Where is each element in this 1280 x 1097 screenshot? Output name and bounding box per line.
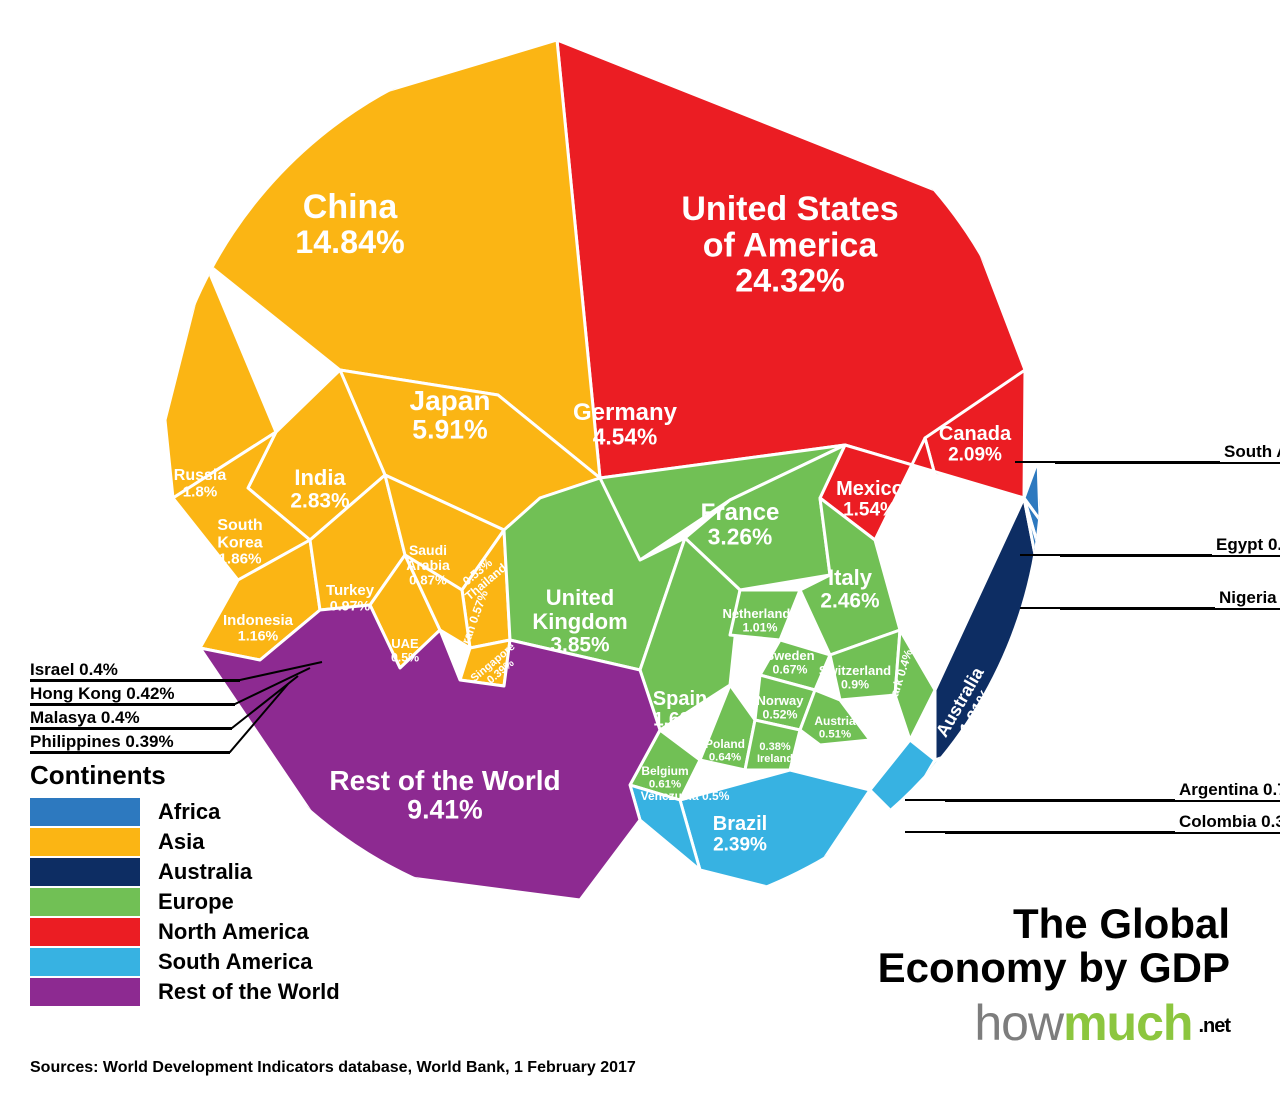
leader-left-label-3: Philippines 0.39% bbox=[30, 732, 174, 752]
cell-label-sweden: Sweden0.67% bbox=[765, 648, 814, 676]
legend-swatch-rest bbox=[30, 978, 140, 1006]
legend-label-australia: Australia bbox=[158, 859, 252, 885]
cell-label-china: China14.84% bbox=[295, 188, 405, 260]
leader-left-label-2: Malasya 0.4% bbox=[30, 708, 140, 728]
legend-row-south_america: South America bbox=[30, 947, 340, 977]
leader-left-label-0: Israel 0.4% bbox=[30, 660, 118, 680]
svg-text:SouthKorea1.86%: SouthKorea1.86% bbox=[217, 517, 262, 568]
cell-label-saudi: SaudiArabia0.87% bbox=[406, 542, 450, 587]
cell-label-poland: Poland0.64% bbox=[705, 737, 745, 763]
cell-label-uae: UAE0.5% bbox=[391, 636, 419, 664]
cell-label-brazil: Brazil2.39% bbox=[713, 813, 767, 856]
svg-text:Japan5.91%: Japan5.91% bbox=[410, 385, 491, 445]
leader-label-safrica: South Africa 0.42% bbox=[1224, 442, 1280, 462]
legend-row-australia: Australia bbox=[30, 857, 340, 887]
svg-text:Turkey0.97%: Turkey0.97% bbox=[326, 582, 375, 614]
cell-label-italy: Italy2.46% bbox=[820, 565, 880, 613]
legend-label-europe: Europe bbox=[158, 889, 234, 915]
cell-label-ireland: 0.38%Ireland bbox=[757, 741, 793, 765]
title-line-1: The Global bbox=[878, 902, 1230, 946]
title-block: The Global Economy by GDP howmuch.net bbox=[878, 902, 1230, 1052]
legend-swatch-europe bbox=[30, 888, 140, 916]
leader-label-egypt: Egypt 0.45% bbox=[1216, 535, 1280, 555]
svg-text:India2.83%: India2.83% bbox=[290, 465, 350, 513]
svg-text:UAE0.5%: UAE0.5% bbox=[391, 636, 419, 664]
svg-text:Venezuela 0.5%: Venezuela 0.5% bbox=[641, 789, 730, 803]
legend-title: Continents bbox=[30, 760, 340, 791]
cell-label-france: France3.26% bbox=[701, 499, 780, 550]
svg-text:Spain1.62%: Spain1.62% bbox=[653, 688, 707, 731]
leader-left-label-1: Hong Kong 0.42% bbox=[30, 684, 175, 704]
legend-row-europe: Europe bbox=[30, 887, 340, 917]
cell-label-austria: Austria0.51% bbox=[814, 714, 856, 740]
legend-row-asia: Asia bbox=[30, 827, 340, 857]
legend-swatch-south_america bbox=[30, 948, 140, 976]
cell-label-japan: Japan5.91% bbox=[410, 385, 491, 445]
cell-label-india: India2.83% bbox=[290, 465, 350, 513]
svg-text:0.38%Ireland: 0.38%Ireland bbox=[757, 741, 793, 765]
svg-text:Canada2.09%: Canada2.09% bbox=[939, 423, 1012, 466]
leader-label-colombia: Colombia 0.39% bbox=[1179, 812, 1280, 832]
svg-text:Poland0.64%: Poland0.64% bbox=[705, 737, 745, 763]
cell-label-turkey: Turkey0.97% bbox=[326, 582, 375, 614]
legend-swatch-africa bbox=[30, 798, 140, 826]
cell-label-canada: Canada2.09% bbox=[939, 423, 1012, 466]
cell-label-norway: Norway0.52% bbox=[757, 693, 805, 721]
legend-row-africa: Africa bbox=[30, 797, 340, 827]
legend-label-rest: Rest of the World bbox=[158, 979, 340, 1005]
svg-text:Italy2.46%: Italy2.46% bbox=[820, 565, 880, 613]
cell-argentina bbox=[870, 740, 935, 820]
svg-text:France3.26%: France3.26% bbox=[701, 499, 780, 550]
svg-text:Mexico1.54%: Mexico1.54% bbox=[836, 478, 904, 521]
legend-swatch-asia bbox=[30, 828, 140, 856]
cell-label-spain: Spain1.62% bbox=[653, 688, 707, 731]
sources-text: Sources: World Development Indicators da… bbox=[30, 1059, 636, 1077]
legend-label-north_america: North America bbox=[158, 919, 309, 945]
legend-swatch-australia bbox=[30, 858, 140, 886]
leader-label-argentina: Argentina 0.79% bbox=[1179, 780, 1280, 800]
legend-label-south_america: South America bbox=[158, 949, 312, 975]
svg-text:China14.84%: China14.84% bbox=[295, 188, 405, 260]
svg-text:Norway0.52%: Norway0.52% bbox=[757, 693, 805, 721]
svg-text:Sweden0.67%: Sweden0.67% bbox=[765, 648, 814, 676]
cell-label-venezuela: Venezuela 0.5% bbox=[641, 789, 730, 803]
svg-text:Austria0.51%: Austria0.51% bbox=[814, 714, 856, 740]
legend-label-asia: Asia bbox=[158, 829, 204, 855]
svg-text:Brazil2.39%: Brazil2.39% bbox=[713, 813, 767, 856]
title-line-2: Economy by GDP bbox=[878, 946, 1230, 990]
legend-swatch-north_america bbox=[30, 918, 140, 946]
svg-text:SaudiArabia0.87%: SaudiArabia0.87% bbox=[406, 542, 450, 587]
legend-row-rest: Rest of the World bbox=[30, 977, 340, 1007]
cell-label-skorea: SouthKorea1.86% bbox=[217, 517, 262, 568]
legend-row-north_america: North America bbox=[30, 917, 340, 947]
legend-label-africa: Africa bbox=[158, 799, 220, 825]
leader-label-nigeria: Nigeria 0.65% bbox=[1219, 588, 1280, 608]
brand-logo: howmuch.net bbox=[878, 994, 1230, 1052]
legend: Continents Africa Asia Australia Europe Nort… bbox=[30, 760, 340, 1007]
cell-label-mexico: Mexico1.54% bbox=[836, 478, 904, 521]
